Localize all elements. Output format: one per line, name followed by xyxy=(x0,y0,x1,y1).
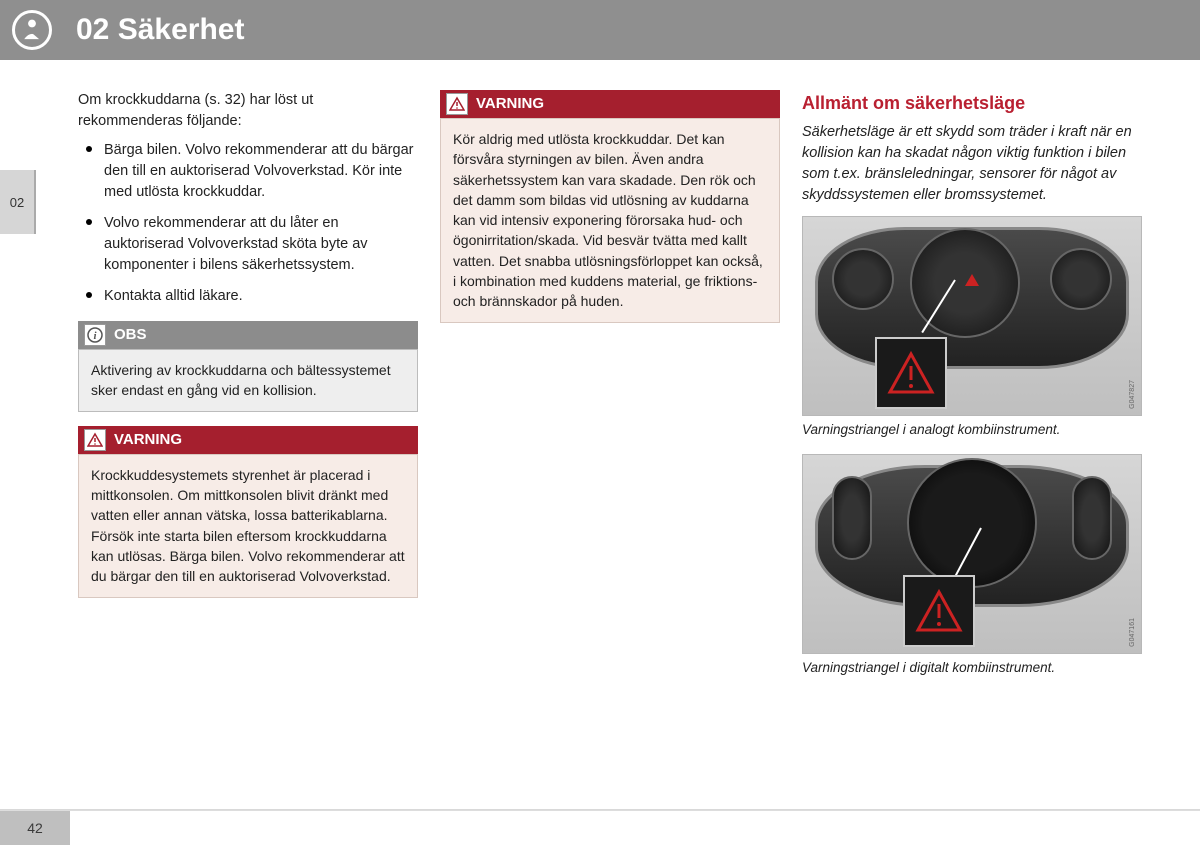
warning-box-1: VARNING Krockkuddesystemets styrenhet är… xyxy=(78,426,418,598)
figure-digital: G047161 xyxy=(802,454,1142,654)
page-header: 02 Säkerhet xyxy=(0,0,1200,60)
section-intro: Säkerhetsläge är ett skydd som träder i … xyxy=(802,122,1142,206)
side-tab: 02 xyxy=(0,170,36,234)
warning-header: VARNING xyxy=(440,90,780,118)
list-item: Volvo rekommenderar att du låter en aukt… xyxy=(82,213,418,276)
warning-icon xyxy=(84,429,106,451)
svg-text:i: i xyxy=(93,330,97,342)
obs-box: i OBS Aktivering av krockkuddarna och bä… xyxy=(78,321,418,412)
obs-body: Aktivering av krockkuddarna och bältessy… xyxy=(78,349,418,412)
section-heading: Allmänt om säkerhetsläge xyxy=(802,90,1142,116)
column-1: Om krockkuddarna (s. 32) har löst ut rek… xyxy=(78,90,418,691)
page-number: 42 xyxy=(0,811,70,845)
warning-icon xyxy=(446,93,468,115)
column-2: VARNING Kör aldrig med utlösta krockkudd… xyxy=(440,90,780,691)
intro-text: Om krockkuddarna (s. 32) har löst ut rek… xyxy=(78,90,418,132)
figure-caption: Varningstriangel i digitalt kombiinstrum… xyxy=(802,658,1142,678)
chapter-title: 02 Säkerhet xyxy=(76,13,244,47)
info-icon: i xyxy=(84,324,106,346)
figure-ref: G047161 xyxy=(1128,618,1138,647)
obs-header: i OBS xyxy=(78,321,418,349)
figure-analog: G047827 xyxy=(802,216,1142,416)
list-item: Bärga bilen. Volvo rekommenderar att du … xyxy=(82,140,418,203)
warning-header: VARNING xyxy=(78,426,418,454)
seatbelt-icon xyxy=(12,10,52,50)
content-area: Om krockkuddarna (s. 32) har löst ut rek… xyxy=(0,60,1200,691)
warning-box-2: VARNING Kör aldrig med utlösta krockkudd… xyxy=(440,90,780,323)
figure-caption: Varningstriangel i analogt kombiinstrume… xyxy=(802,420,1142,440)
list-item: Kontakta alltid läkare. xyxy=(82,286,418,307)
column-3: Allmänt om säkerhetsläge Säkerhetsläge ä… xyxy=(802,90,1142,691)
warning-body: Kör aldrig med utlösta krockkuddar. Det … xyxy=(440,118,780,323)
warning-title: VARNING xyxy=(476,93,544,115)
footer-rule xyxy=(0,809,1200,811)
figure-ref: G047827 xyxy=(1128,380,1138,409)
warning-title: VARNING xyxy=(114,429,182,451)
bullet-list: Bärga bilen. Volvo rekommenderar att du … xyxy=(78,140,418,307)
obs-title: OBS xyxy=(114,324,147,346)
warning-body: Krockkuddesystemets styrenhet är placera… xyxy=(78,454,418,598)
